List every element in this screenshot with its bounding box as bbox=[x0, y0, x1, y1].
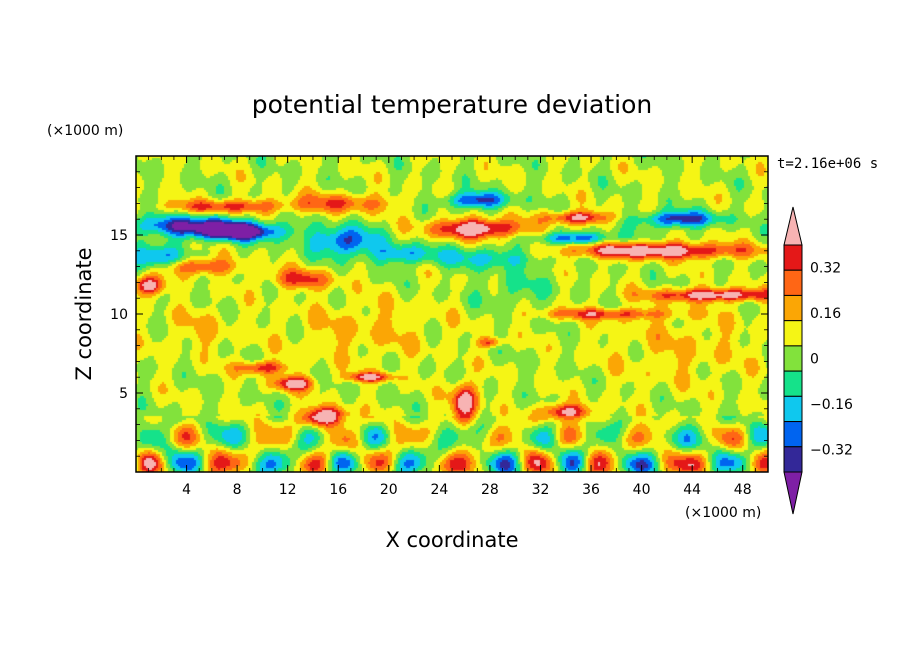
y-tick-label: 10 bbox=[110, 307, 128, 323]
x-tick-label: 16 bbox=[329, 482, 347, 498]
colorbar-box bbox=[783, 345, 803, 372]
x-tick-label: 36 bbox=[582, 482, 600, 498]
colorbar-box bbox=[783, 269, 803, 296]
colorbar-box bbox=[783, 370, 803, 397]
y-axis-label: Z coordinate bbox=[72, 247, 96, 380]
y-tick-label: 15 bbox=[110, 228, 128, 244]
heatmap-field bbox=[136, 156, 768, 472]
x-axis-unit: (×1000 m) bbox=[685, 505, 761, 521]
plot-area bbox=[135, 155, 769, 473]
colorbar-label: 0.16 bbox=[810, 306, 841, 322]
colorbar-label: 0 bbox=[810, 352, 819, 368]
x-tick-label: 28 bbox=[481, 482, 499, 498]
colorbar-label: −0.16 bbox=[810, 397, 853, 413]
colorbar-box bbox=[783, 294, 803, 322]
x-tick-label: 48 bbox=[734, 482, 752, 498]
x-tick-label: 32 bbox=[532, 482, 550, 498]
colorbar-box bbox=[783, 421, 803, 448]
x-axis-ticks: 4 8 12 16 20 24 28 32 36 40 44 48 bbox=[148, 156, 756, 498]
x-tick-label: 40 bbox=[633, 482, 651, 498]
y-axis-unit: (×1000 m) bbox=[47, 123, 123, 139]
colorbar-extend-top bbox=[783, 206, 803, 246]
x-axis-label: X coordinate bbox=[385, 528, 518, 552]
x-tick-label: 8 bbox=[233, 482, 242, 498]
colorbar-box bbox=[783, 244, 803, 271]
x-tick-label: 44 bbox=[683, 482, 701, 498]
colorbar-label: 0.32 bbox=[810, 261, 841, 277]
x-tick-label: 12 bbox=[279, 482, 297, 498]
y-axis-ticks: 5 10 15 bbox=[110, 171, 768, 457]
x-tick-label: 20 bbox=[380, 482, 398, 498]
colorbar-extend-bottom bbox=[783, 471, 803, 515]
colorbar: 0.32 0.16 0 −0.16 −0.32 bbox=[783, 206, 853, 515]
time-label: t=2.16e+06 s bbox=[777, 156, 878, 172]
colorbar-label: −0.32 bbox=[810, 442, 853, 458]
colorbar-box bbox=[783, 446, 803, 473]
colorbar-box bbox=[783, 395, 803, 423]
chart-title: potential temperature deviation bbox=[252, 90, 652, 119]
x-tick-label: 4 bbox=[182, 482, 191, 498]
colorbar-box bbox=[783, 320, 803, 347]
y-tick-label: 5 bbox=[119, 386, 128, 402]
x-tick-label: 24 bbox=[430, 482, 448, 498]
